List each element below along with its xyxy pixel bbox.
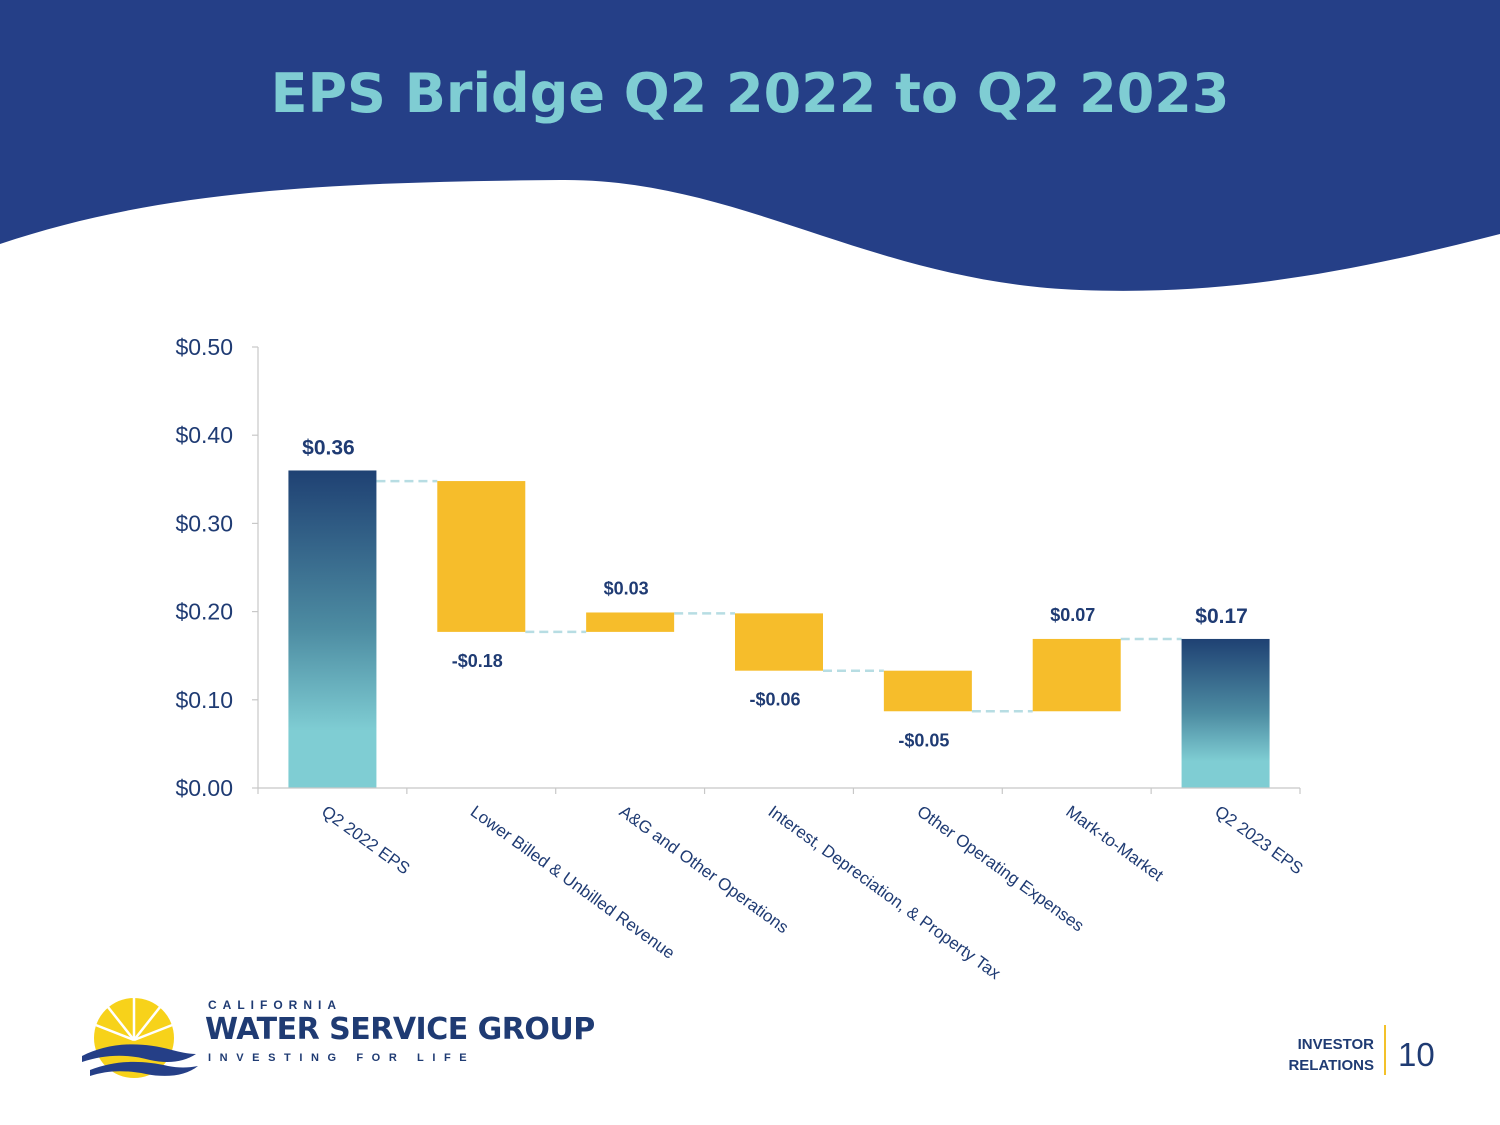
data-labels: $0.36 -$0.18 $0.03 -$0.06 -$0.05 $0.07 $0.17 <box>302 436 1248 750</box>
y-tick-label: $0.30 <box>175 510 233 536</box>
data-label-a-g-and-other-operations: $0.03 <box>604 578 649 598</box>
logo-tagline: INVESTING FOR LIFE <box>208 1052 476 1064</box>
logo-top-line: CALIFORNIA <box>208 998 342 1012</box>
bar-lower-billed-unbilled-revenue <box>437 481 526 632</box>
bar-mark-to-market <box>1032 638 1121 712</box>
bar-interest-depreciation-property-tax <box>735 613 823 671</box>
x-tick-label-other-operating-expenses: Other Operating Expenses <box>914 802 1088 936</box>
y-tick-label: $0.10 <box>175 687 233 713</box>
chart-axes <box>252 346 1301 794</box>
data-label-lower-billed-unbilled-revenue: -$0.18 <box>452 651 503 671</box>
data-label-q2-2023-eps: $0.17 <box>1195 605 1248 628</box>
logo-main-line: WATER SERVICE GROUP <box>205 1012 595 1047</box>
investor-relations-label: INVESTOR RELATIONS <box>1276 1034 1374 1076</box>
y-tick-label: $0.50 <box>175 334 233 360</box>
x-tick-label-q2-2023-eps: Q2 2023 EPS <box>1211 802 1306 878</box>
slide-title: EPS Bridge Q2 2022 to Q2 2023 <box>270 62 1230 125</box>
investor-relations-line1: INVESTOR <box>1297 1036 1374 1053</box>
y-tick-labels: $0.00 $0.10 $0.20 $0.30 $0.40 $0.50 <box>175 334 233 801</box>
x-tick-label-mark-to-market: Mark-to-Market <box>1062 802 1167 885</box>
x-tick-label-interest-depreciation-property-tax: Interest, Depreciation, & Property Tax <box>765 802 1005 984</box>
x-tick-label-a-g-and-other-operations: A&G and Other Operations <box>616 802 792 937</box>
header-wave-band <box>0 0 1500 291</box>
data-label-other-operating-expenses: -$0.05 <box>898 730 949 750</box>
bar-a-g-and-other-operations <box>586 612 675 632</box>
company-logo: CALIFORNIA WATER SERVICE GROUP INVESTING… <box>76 988 596 1080</box>
x-tick-labels: Q2 2022 EPS Lower Billed & Unbilled Reven… <box>318 802 1306 984</box>
bar-other-operating-expenses <box>883 670 972 712</box>
eps-bridge-chart: $0.00 $0.10 $0.20 $0.30 $0.40 $0.50 Q2 2022 E… <box>175 334 1306 984</box>
data-label-q2-2022-eps: $0.36 <box>302 436 355 459</box>
investor-relations-line2: RELATIONS <box>1288 1057 1374 1074</box>
chart-bars <box>288 470 1270 788</box>
page-number: 10 <box>1398 1036 1435 1073</box>
data-label-interest-depreciation-property-tax: -$0.06 <box>749 690 800 710</box>
y-tick-label: $0.20 <box>175 599 233 625</box>
x-tick-label-q2-2022-eps: Q2 2022 EPS <box>318 802 413 878</box>
footer-divider <box>1384 1025 1386 1075</box>
sun-wave-logo-icon <box>82 994 198 1078</box>
connector-lines <box>376 479 1182 713</box>
data-label-mark-to-market: $0.07 <box>1050 605 1095 625</box>
bar-q2-2023-eps <box>1181 638 1270 788</box>
bar-q2-2022-eps <box>288 470 377 788</box>
y-tick-label: $0.00 <box>175 775 233 801</box>
y-tick-label: $0.40 <box>175 422 233 448</box>
